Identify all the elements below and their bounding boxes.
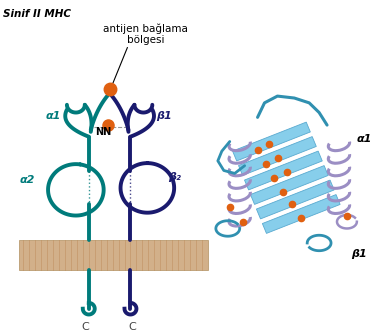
Text: Sinif II MHC: Sinif II MHC bbox=[4, 9, 71, 19]
Bar bbox=[232, 122, 310, 161]
Bar bbox=[245, 151, 322, 190]
Bar bbox=[239, 137, 316, 175]
Text: α2: α2 bbox=[19, 175, 34, 185]
Text: bölgesi: bölgesi bbox=[127, 35, 164, 45]
Text: α1: α1 bbox=[357, 134, 372, 144]
Bar bbox=[250, 166, 328, 204]
Bar bbox=[19, 240, 208, 270]
Text: β₂: β₂ bbox=[168, 172, 181, 182]
Bar bbox=[262, 195, 340, 233]
Text: C: C bbox=[81, 322, 89, 332]
Text: C: C bbox=[129, 322, 136, 332]
Bar bbox=[256, 180, 334, 219]
Text: β1: β1 bbox=[156, 111, 172, 121]
Text: antijen bağlama: antijen bağlama bbox=[103, 23, 188, 34]
Text: NN: NN bbox=[96, 127, 112, 137]
Text: α1: α1 bbox=[45, 111, 61, 121]
Text: β1: β1 bbox=[351, 249, 367, 260]
